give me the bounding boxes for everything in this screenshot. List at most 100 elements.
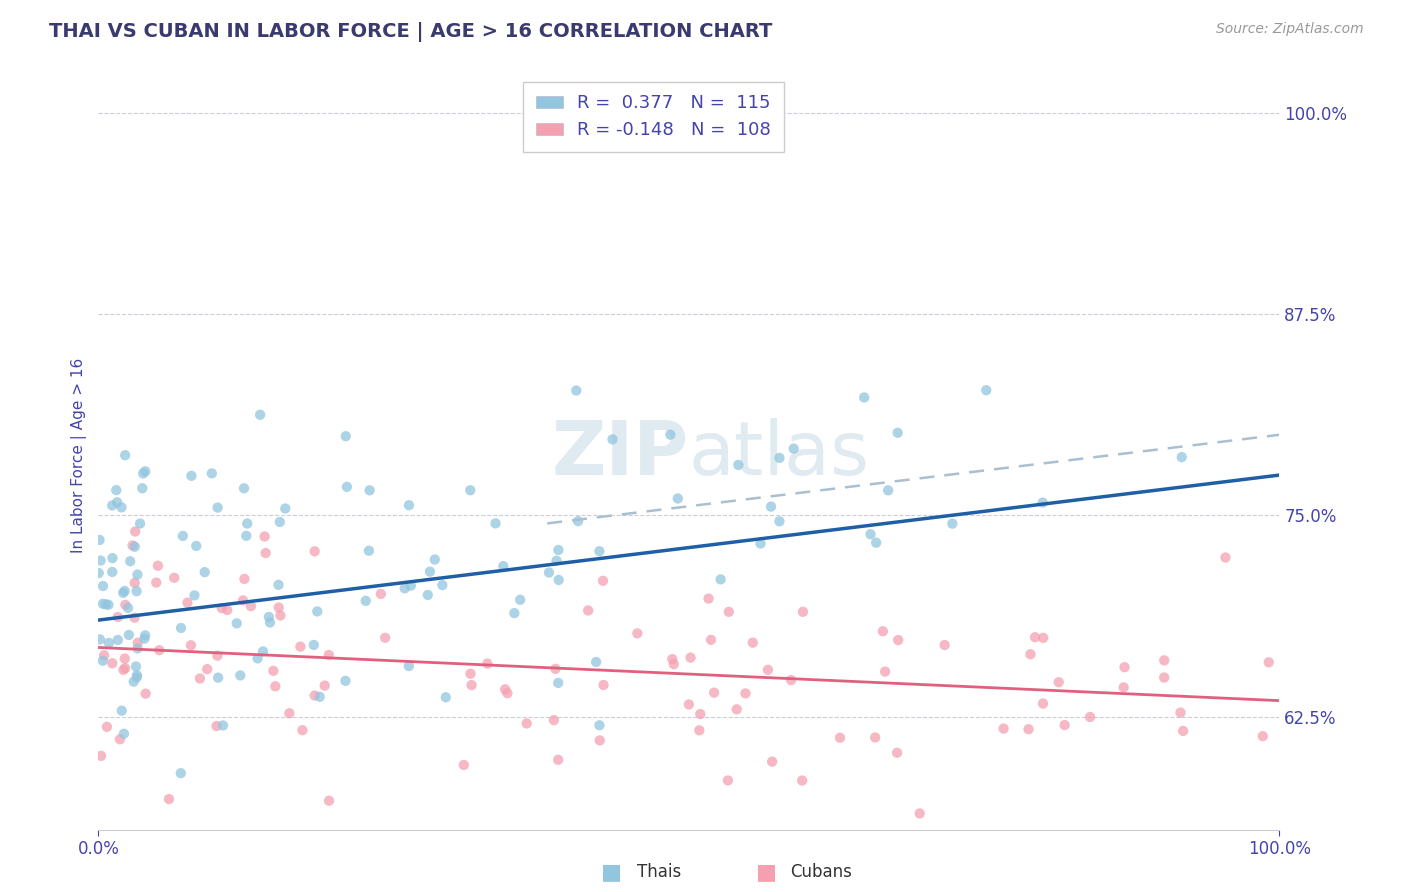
Point <box>398 498 420 512</box>
Point <box>205 719 228 733</box>
Point <box>877 483 900 498</box>
Point <box>91 579 114 593</box>
Point <box>602 433 624 447</box>
Point <box>125 670 148 684</box>
Point <box>120 554 142 568</box>
Point <box>749 536 772 550</box>
Point <box>318 794 340 808</box>
Point <box>423 552 446 566</box>
Point <box>863 731 886 745</box>
Point <box>207 500 229 515</box>
Point <box>734 686 756 700</box>
Point <box>357 543 380 558</box>
Point <box>148 643 170 657</box>
Point <box>710 573 733 587</box>
Point <box>105 495 128 509</box>
Point <box>172 529 194 543</box>
Point <box>592 678 614 692</box>
Point <box>188 672 211 686</box>
Point <box>492 559 515 574</box>
Point <box>484 516 506 531</box>
Point <box>792 605 814 619</box>
Point <box>359 483 381 498</box>
Point <box>122 674 145 689</box>
Point <box>460 666 482 681</box>
Point <box>114 661 136 675</box>
Point <box>207 648 229 663</box>
Point <box>225 616 247 631</box>
Point <box>547 676 569 690</box>
Point <box>886 425 908 440</box>
Point <box>780 673 803 687</box>
Point <box>659 427 682 442</box>
Point <box>118 628 141 642</box>
Point <box>267 600 290 615</box>
Point <box>107 632 129 647</box>
Point <box>1251 729 1274 743</box>
Point <box>135 687 157 701</box>
Point <box>679 650 702 665</box>
Point <box>170 766 193 780</box>
Point <box>761 755 783 769</box>
Point <box>253 529 276 543</box>
Point <box>756 663 779 677</box>
Point <box>934 638 956 652</box>
Point <box>865 535 887 549</box>
Point <box>233 572 256 586</box>
Point <box>1153 671 1175 685</box>
Point <box>262 664 284 678</box>
Point <box>217 603 239 617</box>
Point <box>229 668 252 682</box>
Point <box>516 716 538 731</box>
Point <box>121 539 143 553</box>
Point <box>195 662 218 676</box>
Point <box>1170 706 1192 720</box>
Point <box>859 527 882 541</box>
Point <box>131 481 153 495</box>
Point <box>114 584 136 599</box>
Point <box>496 686 519 700</box>
Point <box>134 628 156 642</box>
Text: Source: ZipAtlas.com: Source: ZipAtlas.com <box>1216 22 1364 37</box>
Point <box>101 565 124 579</box>
Point <box>93 648 115 663</box>
Point <box>453 758 475 772</box>
Point <box>129 516 152 531</box>
Point <box>105 483 128 498</box>
Point <box>96 720 118 734</box>
Point <box>117 601 139 615</box>
Point <box>114 598 136 612</box>
Point <box>336 480 359 494</box>
Point <box>1024 630 1046 644</box>
Point <box>886 746 908 760</box>
Point <box>111 704 134 718</box>
Legend: R =  0.377   N =  115, R = -0.148   N =  108: R = 0.377 N = 115, R = -0.148 N = 108 <box>523 82 783 153</box>
Point <box>1171 723 1194 738</box>
Point <box>212 718 235 732</box>
Point <box>170 621 193 635</box>
Point <box>872 624 894 639</box>
Point <box>90 748 112 763</box>
Point <box>194 565 217 579</box>
Point <box>703 685 725 699</box>
Point <box>434 690 457 705</box>
Point <box>432 578 454 592</box>
Point <box>589 733 612 747</box>
Point <box>124 524 146 539</box>
Point <box>91 654 114 668</box>
Point <box>125 659 148 673</box>
Point <box>307 604 329 618</box>
Point <box>370 587 392 601</box>
Point <box>1032 495 1054 509</box>
Point <box>302 638 325 652</box>
Point <box>887 633 910 648</box>
Point <box>768 514 790 528</box>
Point <box>110 500 132 515</box>
Point <box>853 391 876 405</box>
Point <box>1171 450 1194 464</box>
Point <box>211 601 233 615</box>
Point <box>717 773 740 788</box>
Point <box>335 673 357 688</box>
Text: THAI VS CUBAN IN LABOR FORCE | AGE > 16 CORRELATION CHART: THAI VS CUBAN IN LABOR FORCE | AGE > 16 … <box>49 22 772 42</box>
Point <box>661 652 683 666</box>
